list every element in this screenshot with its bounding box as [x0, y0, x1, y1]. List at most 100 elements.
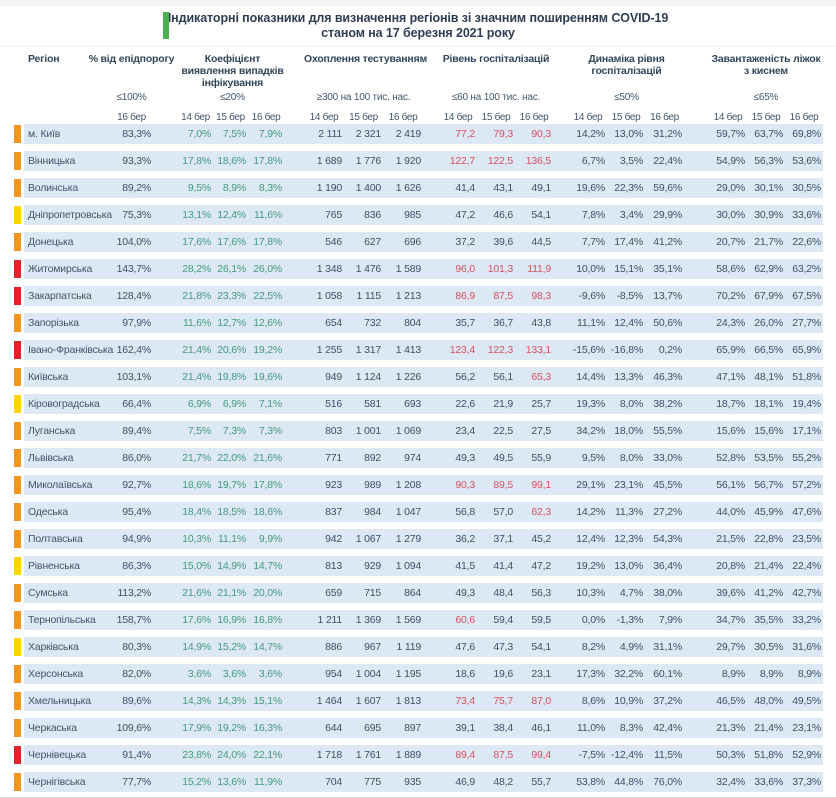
beds-value: 33,6% [792, 209, 821, 221]
table-row: Одеська 95,4% 18,4% 18,5% 18,6% 837 984 … [14, 502, 823, 522]
beds-value: 23,1% [792, 722, 821, 734]
hosp-value: 23,4 [455, 425, 475, 437]
table-row: Хмельницька 89,6% 14,3% 14,3% 15,1% 1 46… [14, 691, 823, 711]
dyn-value: 22,3% [614, 182, 643, 194]
test-value: 2 321 [355, 128, 381, 140]
epid-value: 80,3% [122, 641, 151, 653]
beds-value: 37,3% [792, 776, 821, 788]
coef-value: 21,1% [217, 587, 246, 599]
region-cell: Харківська [14, 637, 110, 657]
test-value: 1 413 [395, 344, 421, 356]
region-name: Харківська [28, 641, 79, 653]
hosp-value: 47,2 [531, 560, 551, 572]
test-value: 929 [364, 560, 381, 572]
test-value: 1 255 [316, 344, 342, 356]
beds-value: 67,5% [792, 290, 821, 302]
test-value: 1 047 [395, 506, 421, 518]
column-header-dyn: Динаміка рівня госпіталізацій [588, 53, 665, 77]
epid-value: 93,3% [122, 155, 151, 167]
hosp-value: 49,5 [493, 452, 513, 464]
region-cell: Одеська [14, 502, 110, 522]
hosp-value: 41,5 [455, 560, 475, 572]
region-name: Одеська [28, 506, 68, 518]
page-title-line2: станом на 17 березня 2021 року [321, 26, 515, 40]
test-value: 1 400 [355, 182, 381, 194]
hosp-value: 99,4 [531, 749, 551, 761]
hosp-value: 36,7 [493, 317, 513, 329]
beds-value: 22,4% [792, 560, 821, 572]
status-indicator [14, 422, 21, 440]
coef-value: 3,6% [222, 668, 246, 680]
epid-value: 113,2% [117, 587, 151, 599]
epid-value: 89,6% [122, 695, 151, 707]
test-value: 1 813 [395, 695, 421, 707]
status-indicator [14, 206, 21, 224]
coef-value: 18,6% [217, 155, 246, 167]
coef-value: 19,6% [253, 371, 282, 383]
beds-value: 15,6% [754, 425, 783, 437]
test-value: 546 [325, 236, 342, 248]
hosp-value: 59,5 [531, 614, 551, 626]
region-cell: Рівненська [14, 556, 110, 576]
hosp-value: 48,4 [493, 587, 513, 599]
coef-value: 20,6% [217, 344, 246, 356]
date-header: 15 бер [751, 112, 781, 123]
beds-value: 29,0% [716, 182, 745, 194]
hosp-value: 19,6 [493, 668, 513, 680]
table-row: м. Київ 83,3% 7,0% 7,5% 7,9% 2 111 2 321… [14, 124, 823, 144]
beds-value: 52,9% [792, 749, 821, 761]
date-header: 16 бер [519, 112, 549, 123]
beds-value: 56,1% [716, 479, 745, 491]
beds-value: 51,8% [792, 371, 821, 383]
hosp-value: 59,4 [493, 614, 513, 626]
hosp-value: 49,1 [531, 182, 551, 194]
coef-value: 10,3% [182, 533, 211, 545]
epid-value: 89,4% [122, 425, 151, 437]
dyn-value: 8,6% [581, 695, 605, 707]
dyn-value: 4,9% [619, 641, 643, 653]
test-value: 923 [325, 479, 342, 491]
coef-value: 11,1% [218, 533, 246, 545]
dyn-value: 4,7% [619, 587, 643, 599]
hosp-value: 122,5 [487, 155, 513, 167]
dyn-value: -15,6% [572, 344, 605, 356]
epid-value: 83,3% [122, 128, 151, 140]
page-title-line1: Індикаторні показники для визначення рег… [167, 11, 669, 25]
hosp-value: 36,2 [455, 533, 475, 545]
test-value: 2 419 [395, 128, 421, 140]
coef-value: 17,8% [182, 155, 211, 167]
date-header: 15 бер [611, 112, 641, 123]
coef-value: 17,9% [182, 722, 211, 734]
dyn-value: 11,3% [615, 506, 643, 518]
test-value: 654 [325, 317, 342, 329]
status-indicator [14, 314, 21, 332]
test-value: 1 190 [316, 182, 342, 194]
hosp-value: 44,5 [531, 236, 551, 248]
date-header: 16 бер [789, 112, 819, 123]
beds-value: 22,6% [792, 236, 821, 248]
table-row: Івано-Франківська 162,4% 21,4% 20,6% 19,… [14, 340, 823, 360]
hosp-value: 98,3 [531, 290, 551, 302]
beds-value: 15,6% [716, 425, 745, 437]
coef-value: 13,6% [217, 776, 246, 788]
hosp-value: 99,1 [531, 479, 551, 491]
test-value: 1 626 [395, 182, 421, 194]
coef-value: 15,1% [253, 695, 282, 707]
column-header-beds: Завантаженість ліжок з киснем [711, 53, 821, 77]
hosp-value: 101,3 [487, 263, 513, 275]
hosp-value: 87,5 [493, 290, 513, 302]
dyn-value: 45,5% [653, 479, 682, 491]
date-header: 14 бер [573, 112, 603, 123]
dyn-value: 7,7% [581, 236, 605, 248]
region-cell: Київська [14, 367, 110, 387]
threshold-epid: ≤100% [116, 92, 147, 103]
beds-value: 47,1% [716, 371, 745, 383]
dyn-value: 41,2% [653, 236, 682, 248]
dyn-value: 29,1% [576, 479, 605, 491]
dyn-value: 36,4% [653, 560, 682, 572]
test-value: 803 [325, 425, 342, 437]
hosp-value: 41,4 [455, 182, 475, 194]
dyn-value: 8,3% [619, 722, 643, 734]
dyn-value: -1,3% [616, 614, 644, 626]
coef-value: 17,8% [253, 479, 282, 491]
